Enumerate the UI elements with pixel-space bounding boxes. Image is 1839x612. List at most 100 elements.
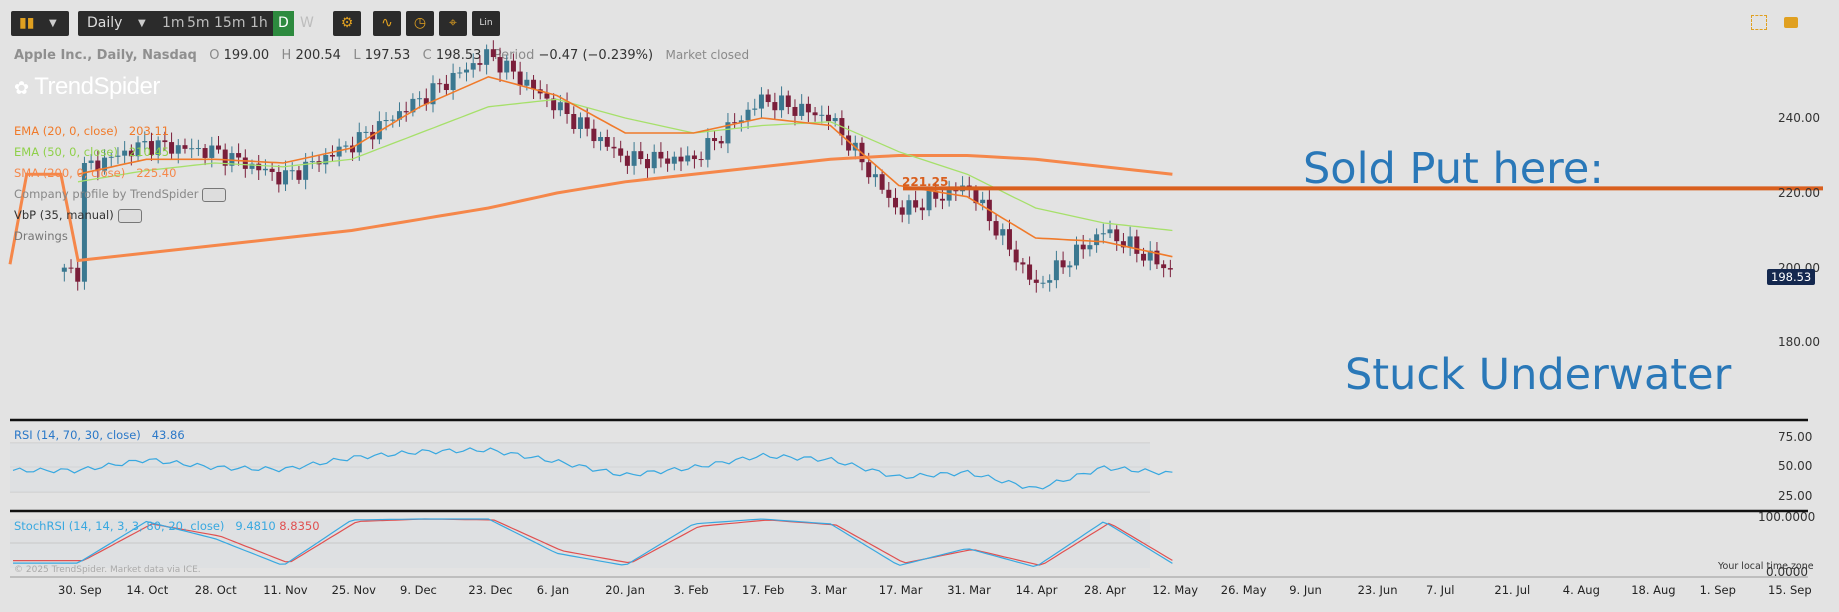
crosshair-icon[interactable]: ⌖ — [439, 11, 467, 36]
legend-vbp[interactable]: VbP (35, manual) — [14, 208, 142, 223]
candle-body — [1087, 245, 1093, 250]
date-tick: 15. Sep — [1768, 583, 1812, 597]
change-value: −0.47 (−0.239%) — [538, 48, 654, 63]
candle-body — [872, 174, 878, 178]
timeframe-1h[interactable]: 1h — [250, 15, 268, 31]
timeframe-group: Daily ▼ 1m 5m 15m 1h D W — [78, 11, 314, 36]
candle-body — [819, 114, 825, 116]
candle-body — [718, 141, 724, 144]
candle-body — [229, 153, 235, 166]
candle-body — [571, 114, 577, 130]
date-tick: 28. Oct — [194, 583, 237, 597]
candle-body — [638, 151, 644, 160]
candle-body — [732, 122, 738, 124]
candle-body — [1067, 265, 1073, 268]
candle-body — [363, 131, 369, 133]
clock-icon[interactable]: ◷ — [406, 11, 434, 36]
candle-body — [1074, 244, 1080, 266]
candle-body — [799, 103, 805, 116]
candle-body — [1033, 279, 1039, 283]
candle-body — [980, 199, 986, 204]
candle-body — [417, 98, 423, 100]
candle-body — [464, 69, 470, 73]
stuck-underwater-annotation[interactable]: Stuck Underwater — [1345, 350, 1732, 400]
lin-scale-button[interactable]: Lin — [472, 11, 500, 36]
candle-body — [430, 83, 436, 105]
fullscreen-icon[interactable] — [1751, 15, 1767, 30]
stoch-label: StochRSI (14, 14, 3, 3, 80, 20, close) — [14, 519, 225, 533]
chevron-down-icon: ▼ — [49, 18, 57, 29]
candle-body — [276, 171, 282, 185]
company-profile-label: Company profile by TrendSpider — [14, 187, 199, 201]
candle-body — [651, 151, 657, 169]
eye-icon[interactable] — [202, 187, 227, 202]
high-value: 200.54 — [295, 48, 341, 63]
candle-body — [886, 189, 892, 198]
candle-body — [524, 79, 530, 86]
candle-body — [564, 102, 570, 115]
candle-body — [148, 141, 154, 155]
date-tick: 14. Apr — [1015, 583, 1058, 597]
candle-body — [879, 174, 885, 190]
logo-text: TrendSpider — [34, 73, 160, 100]
ema20-value: 203.11 — [128, 124, 170, 138]
sold-put-annotation[interactable]: Sold Put here: — [1303, 144, 1604, 194]
legend-company-profile[interactable]: Company profile by TrendSpider — [14, 187, 227, 202]
rsi-legend[interactable]: RSI (14, 70, 30, close) 43.86 — [14, 428, 185, 442]
timeframe-d[interactable]: D — [273, 11, 294, 36]
date-tick: 20. Jan — [605, 583, 645, 597]
open-value: 199.00 — [223, 48, 270, 63]
timeframe-w[interactable]: W — [300, 15, 314, 31]
open-label: O — [209, 48, 220, 63]
ema20-label: EMA (20, 0, close) — [14, 124, 118, 138]
legend-ema20[interactable]: EMA (20, 0, close) 203.11 — [14, 124, 169, 138]
chart-type-button[interactable]: ▮▮ ▼ — [11, 11, 69, 36]
candle-body — [1100, 233, 1106, 235]
candle-body — [591, 128, 597, 142]
date-axis: 30. Sep 14. Oct 28. Oct 11. Nov 25. Nov 9. De… — [0, 583, 1839, 599]
candle-body — [162, 140, 168, 143]
close-label: C — [422, 48, 432, 63]
date-tick: 18. Aug — [1631, 583, 1676, 597]
date-tick: 3. Feb — [673, 583, 709, 597]
date-tick: 9. Dec — [400, 583, 437, 597]
candle-body — [182, 145, 188, 149]
price-tick: 240.00 — [1778, 111, 1820, 125]
legend-sma200[interactable]: SMA (200, 0, close) 225.40 — [14, 166, 176, 180]
candle-body — [189, 148, 195, 150]
ema50-value: 210.45 — [128, 145, 170, 159]
sma200-line — [8, 154, 1173, 265]
candle-body — [356, 132, 362, 153]
timeframe-1m[interactable]: 1m — [162, 15, 185, 31]
local-time-label: Your local time zone — [1718, 561, 1814, 572]
settings-gear-icon[interactable]: ⚙ — [333, 11, 361, 36]
candle-body — [490, 49, 496, 58]
timeframe-5m[interactable]: 5m — [187, 15, 210, 31]
stoch-tick: 100.0000 — [1758, 510, 1816, 524]
date-tick: 23. Jun — [1357, 583, 1398, 597]
legend-drawings[interactable]: Drawings — [14, 229, 68, 243]
candle-body — [209, 145, 215, 158]
candle-body — [423, 98, 429, 105]
copyright: © 2025 TrendSpider. Market data via ICE. — [14, 565, 201, 575]
stoch-legend[interactable]: StochRSI (14, 14, 3, 3, 80, 20, close) 9… — [14, 519, 320, 533]
candle-body — [738, 120, 744, 124]
legend-ema50[interactable]: EMA (50, 0, close) 210.45 — [14, 145, 169, 159]
date-tick: 25. Nov — [331, 583, 376, 597]
date-tick: 6. Jan — [536, 583, 570, 597]
candles-icon: ▮▮ — [19, 15, 35, 31]
candle-body — [128, 150, 134, 157]
chevron-down-icon: ▼ — [138, 18, 146, 29]
camera-icon[interactable] — [1784, 17, 1798, 28]
rsi-band — [10, 443, 1150, 492]
eye-icon[interactable] — [117, 208, 142, 223]
interval-select[interactable]: Daily — [87, 15, 123, 31]
candle-body — [510, 60, 516, 72]
date-tick: 9. Jun — [1289, 583, 1322, 597]
zigzag-icon[interactable]: ∿ — [373, 11, 401, 36]
candle-body — [1127, 236, 1133, 248]
timeframe-15m[interactable]: 15m — [214, 15, 246, 31]
sma200-value: 225.40 — [136, 166, 177, 180]
date-tick: 17. Feb — [742, 583, 785, 597]
market-status: Market closed — [665, 48, 750, 62]
